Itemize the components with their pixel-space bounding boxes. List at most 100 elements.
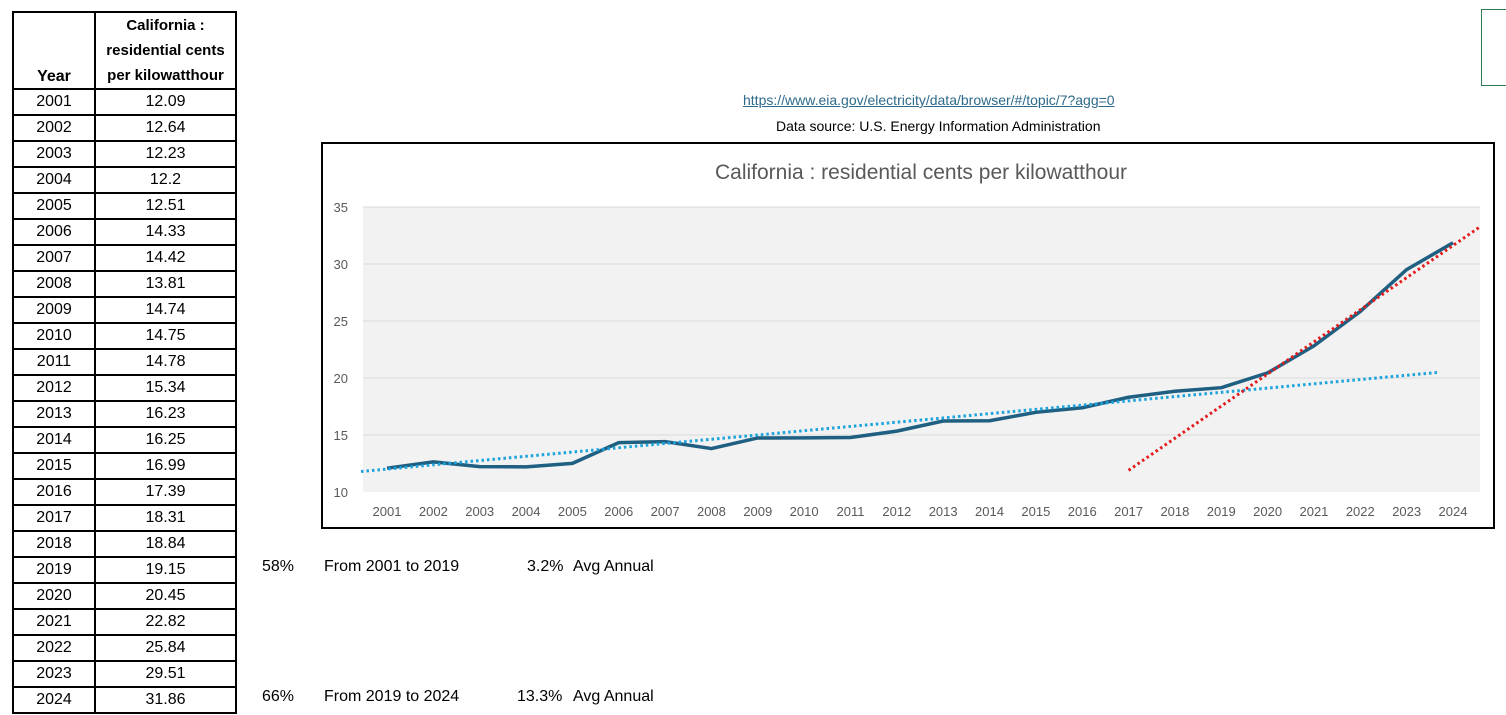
x-tick-label: 2013 bbox=[929, 504, 958, 519]
header-value-line: residential cents bbox=[106, 42, 225, 59]
value-cell[interactable]: 18.84 bbox=[94, 530, 237, 558]
value-cell[interactable]: 25.84 bbox=[94, 634, 237, 662]
value-cell[interactable]: 15.34 bbox=[94, 374, 237, 402]
value-cell[interactable]: 14.42 bbox=[94, 244, 237, 272]
plot-area bbox=[363, 207, 1480, 492]
x-tick-label: 2002 bbox=[419, 504, 448, 519]
x-tick-label: 2005 bbox=[558, 504, 587, 519]
value-cell[interactable]: 17.39 bbox=[94, 478, 237, 506]
year-cell[interactable]: 2002 bbox=[12, 114, 96, 142]
x-tick-label: 2022 bbox=[1346, 504, 1375, 519]
y-tick-label: 20 bbox=[334, 371, 348, 386]
value-cell[interactable]: 12.23 bbox=[94, 140, 237, 168]
x-tick-label: 2024 bbox=[1439, 504, 1468, 519]
year-cell[interactable]: 2008 bbox=[12, 270, 96, 298]
x-tick-label: 2023 bbox=[1392, 504, 1421, 519]
value-cell[interactable]: 29.51 bbox=[94, 660, 237, 688]
range-label-1: From 2001 to 2019 bbox=[324, 558, 460, 575]
year-cell[interactable]: 2006 bbox=[12, 218, 96, 246]
year-cell[interactable]: 2011 bbox=[12, 348, 96, 376]
value-cell[interactable]: 14.75 bbox=[94, 322, 237, 350]
year-cell[interactable]: 2009 bbox=[12, 296, 96, 324]
year-cell[interactable]: 2023 bbox=[12, 660, 96, 688]
source-caption: Data source: U.S. Energy Information Adm… bbox=[776, 118, 1101, 134]
header-value-line: California : bbox=[126, 17, 205, 34]
year-cell[interactable]: 2018 bbox=[12, 530, 96, 558]
x-tick-label: 2018 bbox=[1160, 504, 1189, 519]
header-value-line: per kilowatthour bbox=[107, 67, 224, 84]
value-cell[interactable]: 14.78 bbox=[94, 348, 237, 376]
table-row: 2019 19.15 bbox=[12, 556, 237, 584]
x-tick-label: 2010 bbox=[790, 504, 819, 519]
value-cell[interactable]: 20.45 bbox=[94, 582, 237, 610]
year-cell[interactable]: 2004 bbox=[12, 166, 96, 194]
year-cell[interactable]: 2021 bbox=[12, 608, 96, 636]
y-tick-label: 25 bbox=[334, 314, 348, 329]
table-row: 2023 29.51 bbox=[12, 660, 237, 688]
year-cell[interactable]: 2022 bbox=[12, 634, 96, 662]
x-tick-label: 2001 bbox=[373, 504, 402, 519]
x-tick-label: 2006 bbox=[604, 504, 633, 519]
y-tick-label: 10 bbox=[334, 485, 348, 500]
table-row: 2020 20.45 bbox=[12, 582, 237, 610]
year-cell[interactable]: 2014 bbox=[12, 426, 96, 454]
x-tick-label: 2017 bbox=[1114, 504, 1143, 519]
value-cell[interactable]: 18.31 bbox=[94, 504, 237, 532]
x-tick-label: 2011 bbox=[836, 504, 864, 519]
value-cell[interactable]: 31.86 bbox=[94, 686, 237, 714]
table-row: 2008 13.81 bbox=[12, 270, 237, 298]
avg-annual-label-1: Avg Annual bbox=[573, 558, 654, 575]
source-link[interactable]: https://www.eia.gov/electricity/data/bro… bbox=[743, 92, 1115, 108]
year-cell[interactable]: 2001 bbox=[12, 88, 96, 116]
table-row: 2001 12.09 bbox=[12, 88, 237, 116]
value-cell[interactable]: 13.81 bbox=[94, 270, 237, 298]
value-cell[interactable]: 12.64 bbox=[94, 114, 237, 142]
table-row: 2010 14.75 bbox=[12, 322, 237, 350]
line-chart[interactable]: 10 15 20 25 30 35 2001 2002 2003 2004 2005 2006 2007… bbox=[321, 142, 1495, 529]
value-cell[interactable]: 12.09 bbox=[94, 88, 237, 116]
value-cell[interactable]: 12.51 bbox=[94, 192, 237, 220]
value-cell[interactable]: 16.99 bbox=[94, 452, 237, 480]
year-cell[interactable]: 2024 bbox=[12, 686, 96, 714]
pct-change-2: 66% bbox=[262, 688, 295, 705]
table-row: 2018 18.84 bbox=[12, 530, 237, 558]
year-cell[interactable]: 2016 bbox=[12, 478, 96, 506]
year-cell[interactable]: 2003 bbox=[12, 140, 96, 168]
year-cell[interactable]: 2007 bbox=[12, 244, 96, 272]
avg-annual-2: 13.3% bbox=[517, 688, 563, 705]
value-cell[interactable]: 16.23 bbox=[94, 400, 237, 428]
x-tick-label: 2020 bbox=[1253, 504, 1282, 519]
year-cell[interactable]: 2015 bbox=[12, 452, 96, 480]
year-cell[interactable]: 2020 bbox=[12, 582, 96, 610]
year-cell[interactable]: 2013 bbox=[12, 400, 96, 428]
x-tick-label: 2021 bbox=[1299, 504, 1328, 519]
table-row: 2004 12.2 bbox=[12, 166, 237, 194]
value-cell[interactable]: 12.2 bbox=[94, 166, 237, 194]
value-cell[interactable]: 16.25 bbox=[94, 426, 237, 454]
x-tick-label: 2004 bbox=[512, 504, 541, 519]
value-cell[interactable]: 14.33 bbox=[94, 218, 237, 246]
y-tick-label: 30 bbox=[334, 257, 348, 272]
year-cell[interactable]: 2017 bbox=[12, 504, 96, 532]
value-cell[interactable]: 14.74 bbox=[94, 296, 237, 324]
trendline bbox=[360, 370, 1440, 473]
table-header-row: Year California : residential cents per … bbox=[12, 11, 237, 90]
value-cell[interactable]: 19.15 bbox=[94, 556, 237, 584]
year-cell[interactable]: 2012 bbox=[12, 374, 96, 402]
data-table: Year California : residential cents per … bbox=[12, 11, 237, 714]
y-tick-label: 35 bbox=[334, 200, 348, 215]
table-row: 2013 16.23 bbox=[12, 400, 237, 428]
x-tick-label: 2009 bbox=[743, 504, 772, 519]
selected-cell-outline[interactable] bbox=[1481, 9, 1506, 86]
table-row: 2007 14.42 bbox=[12, 244, 237, 272]
year-cell[interactable]: 2019 bbox=[12, 556, 96, 584]
series-line bbox=[386, 241, 1454, 470]
year-cell[interactable]: 2005 bbox=[12, 192, 96, 220]
chart-title: California : residential cents per kilow… bbox=[715, 161, 1127, 184]
x-tick-label: 2015 bbox=[1021, 504, 1050, 519]
pct-change-1: 58% bbox=[262, 558, 295, 575]
x-tick-label: 2014 bbox=[975, 504, 1004, 519]
value-cell[interactable]: 22.82 bbox=[94, 608, 237, 636]
year-cell[interactable]: 2010 bbox=[12, 322, 96, 350]
table-row: 2021 22.82 bbox=[12, 608, 237, 636]
